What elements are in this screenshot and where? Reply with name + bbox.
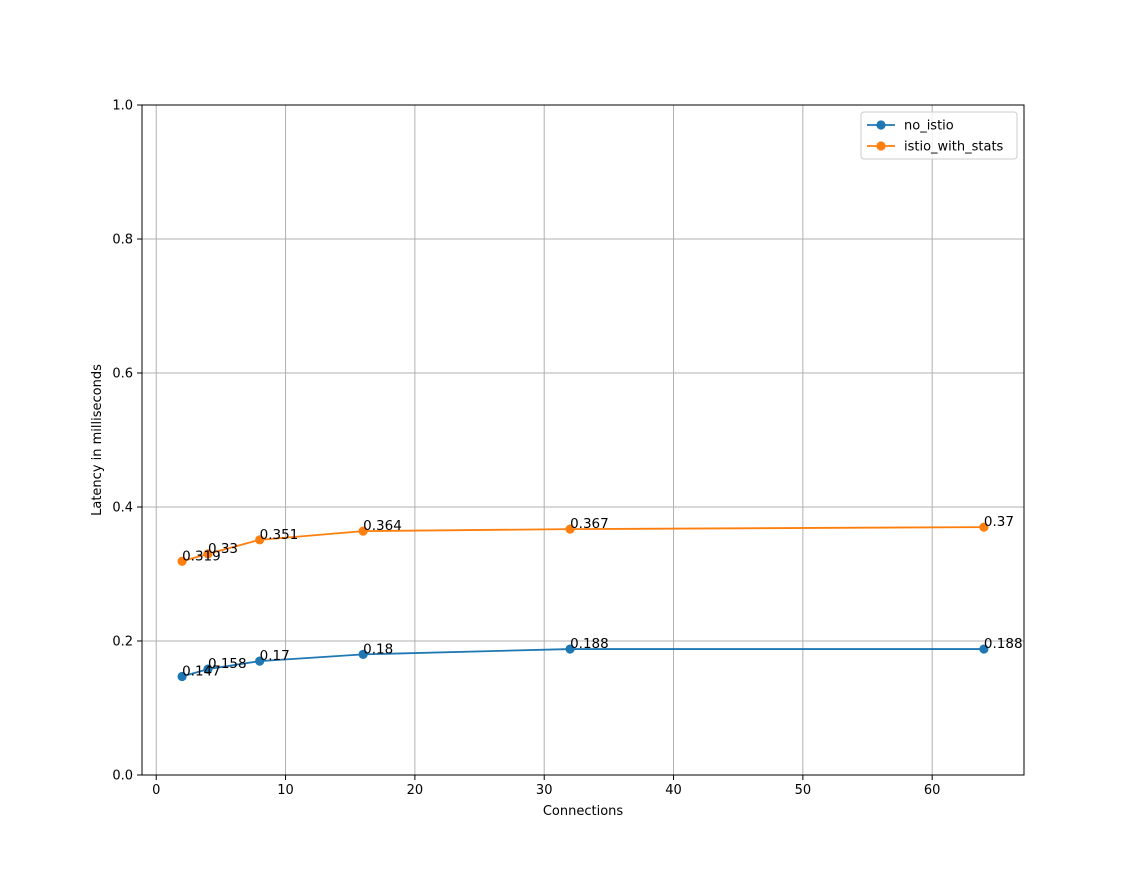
legend-label: no_istio <box>904 119 954 134</box>
series-layer <box>177 522 989 682</box>
y-tick-label: 0.2 <box>112 635 133 650</box>
x-tick-label: 40 <box>665 783 682 798</box>
data-label-istio_with_stats: 0.367 <box>570 516 609 532</box>
legend-item-no_istio: no_istio <box>867 119 954 134</box>
data-label-no_istio: 0.158 <box>208 656 247 672</box>
x-axis-ticks: 0 10 20 30 40 50 60 <box>152 775 940 798</box>
data-point-no_istio <box>177 671 187 682</box>
data-point-istio_with_stats <box>565 524 575 534</box>
data-point-istio_with_stats <box>255 535 265 545</box>
legend: no_istio istio_with_stats <box>860 111 1018 160</box>
data-label-istio_with_stats: 0.364 <box>363 518 402 534</box>
data-label-no_istio: 0.188 <box>984 636 1023 652</box>
legend-swatch-marker <box>876 120 886 130</box>
x-tick-label: 60 <box>924 783 941 798</box>
data-point-istio_with_stats <box>203 549 213 559</box>
series-line-no_istio <box>181 648 984 678</box>
x-tick-label: 0 <box>152 783 160 798</box>
data-point-no_istio <box>979 644 989 654</box>
legend-item-istio_with_stats: istio_with_stats <box>867 140 1004 155</box>
y-tick-label: 1.0 <box>112 99 133 114</box>
data-label-no_istio: 0.17 <box>260 648 290 664</box>
legend-label: istio_with_stats <box>904 140 1004 155</box>
data-label-istio_with_stats: 0.319 <box>182 548 221 564</box>
y-tick-label: 0.6 <box>112 367 133 382</box>
x-tick-label: 50 <box>795 783 812 798</box>
data-point-no_istio <box>565 644 575 654</box>
y-tick-label: 0.0 <box>112 769 133 784</box>
legend-box <box>860 111 1018 160</box>
data-point-istio_with_stats <box>358 526 368 536</box>
legend-swatch-marker <box>876 141 886 151</box>
series-istio_with_stats <box>177 522 989 566</box>
data-point-no_istio <box>203 664 213 674</box>
data-point-istio_with_stats <box>177 556 187 566</box>
y-axis-ticks: 0.0 0.2 0.4 0.6 0.8 1.0 <box>112 99 142 784</box>
data-point-istio_with_stats <box>979 522 989 532</box>
x-tick-label: 30 <box>536 783 553 798</box>
data-label-no_istio: 0.147 <box>182 664 221 680</box>
grid-lines <box>142 104 1024 776</box>
data-point-no_istio <box>358 649 368 660</box>
data-label-istio_with_stats: 0.37 <box>984 514 1014 530</box>
data-label-no_istio: 0.18 <box>363 641 393 657</box>
data-label-istio_with_stats: 0.351 <box>260 527 299 543</box>
data-point-no_istio <box>255 656 265 666</box>
data-label-no_istio: 0.188 <box>570 636 609 652</box>
series-line-istio_with_stats <box>181 526 984 563</box>
series-no_istio <box>177 644 989 682</box>
y-tick-label: 0.8 <box>112 233 133 248</box>
plot-frame <box>141 104 1025 776</box>
x-axis-label: Connections <box>543 804 624 819</box>
data-label-istio_with_stats: 0.33 <box>208 541 238 557</box>
y-axis-label: Latency in milliseconds <box>90 364 105 516</box>
x-tick-label: 20 <box>407 783 424 798</box>
y-tick-label: 0.4 <box>112 501 133 516</box>
x-tick-label: 10 <box>277 783 294 798</box>
